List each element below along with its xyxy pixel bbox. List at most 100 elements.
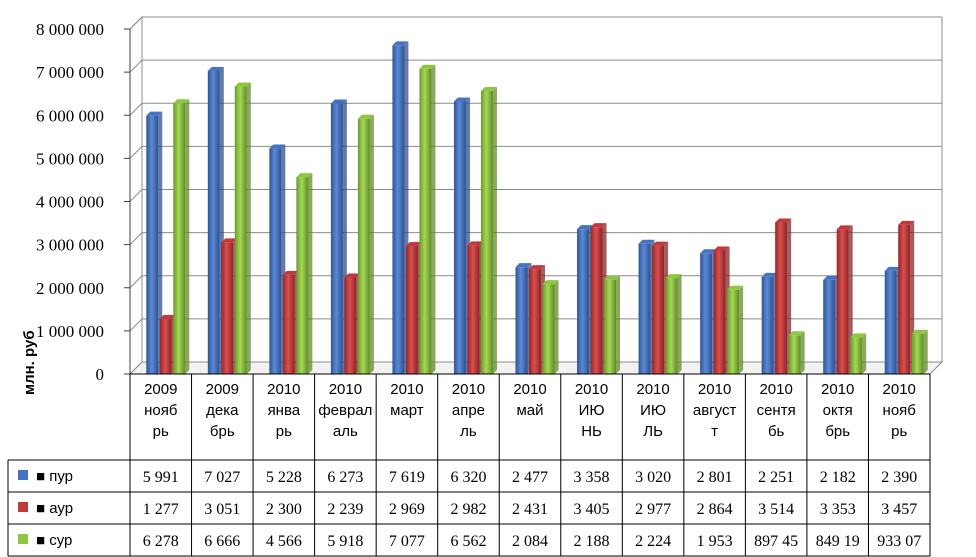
table-cell: 5 918: [327, 533, 363, 550]
table-cell: 1 953: [697, 533, 733, 550]
table-cell: 3 353: [820, 501, 856, 518]
table-cell: 2 801: [697, 469, 733, 486]
bar-top: [344, 273, 361, 278]
bar: [604, 275, 621, 374]
bar-top: [823, 275, 840, 280]
bar-top: [173, 99, 190, 104]
table-cell: 2 239: [327, 501, 363, 518]
bar-top: [577, 225, 594, 230]
bar-front: [836, 229, 849, 374]
table-cell: 2 188: [574, 533, 610, 550]
table-cell: 3 405: [574, 501, 610, 518]
y-tick-label: 4 000 000: [36, 193, 104, 212]
table-cell: 7 077: [389, 533, 425, 550]
bar: [911, 329, 928, 374]
bar-top: [638, 239, 655, 244]
bar-front: [761, 276, 774, 374]
category-label: 2010: [821, 381, 854, 398]
bar: [542, 280, 559, 374]
category-label: 2010: [575, 381, 608, 398]
bar-top: [330, 99, 347, 104]
y-axis-ticks: 0 1 000 000 2 000 000 3 000 000 4 000 000 5 0…: [36, 20, 131, 384]
bar-front: [480, 91, 493, 375]
table-cell: 2 300: [266, 501, 302, 518]
bars: [146, 41, 928, 375]
bar-side: [739, 285, 744, 374]
category-label: нояб: [883, 402, 916, 419]
category-label: т: [711, 423, 718, 440]
bar-front: [296, 177, 309, 374]
table-cell: 2 864: [697, 501, 733, 518]
bar-side: [158, 111, 163, 374]
bar-top: [419, 64, 436, 69]
bar-front: [884, 270, 897, 374]
table-cell: 5 991: [143, 469, 179, 486]
category-label: брь: [825, 423, 850, 440]
table-cell: 1 277: [143, 501, 179, 518]
table-cell: 3 358: [574, 469, 610, 486]
bar: [480, 87, 497, 375]
table-cell: 3 457: [881, 501, 917, 518]
bar-front: [713, 250, 726, 374]
bar-front: [590, 227, 603, 374]
category-label: май: [516, 402, 543, 419]
bar-front: [652, 245, 665, 374]
bar-front: [269, 148, 282, 374]
category-label: дека: [206, 402, 239, 419]
bar-top: [269, 144, 286, 149]
bar-front: [542, 284, 555, 374]
bar-front: [282, 274, 295, 374]
category-label: нояб: [144, 402, 177, 419]
bar-side: [492, 87, 497, 375]
bar-front: [344, 277, 357, 374]
category-label: 2010: [636, 381, 669, 398]
category-label: 2010: [452, 381, 485, 398]
bar-top: [467, 241, 484, 246]
bar-top: [159, 314, 176, 319]
bar: [727, 285, 744, 374]
bar-front: [467, 245, 480, 374]
bar-top: [453, 97, 470, 102]
bar-side: [185, 99, 190, 374]
table-cell: 897 45: [754, 533, 798, 550]
table-cell: 2 982: [450, 501, 486, 518]
table-cell: 3 051: [204, 501, 240, 518]
bar-front: [159, 318, 172, 374]
category-label: рь: [153, 423, 169, 440]
table-cell: 2 182: [820, 469, 856, 486]
bar-front: [638, 243, 651, 374]
y-tick-label: 7 000 000: [36, 63, 104, 82]
category-label: 2009: [206, 381, 239, 398]
bar-front: [823, 279, 836, 374]
table-cell: 7 619: [389, 469, 425, 486]
bar: [419, 64, 436, 374]
bar-top: [788, 331, 805, 336]
bar-top: [207, 66, 224, 71]
data-table: 2009 нояб рь 2009 дека брь 2010 янва рь 2010 февра…: [7, 373, 931, 557]
bar-top: [590, 223, 607, 228]
gridline-diagonal: [129, 318, 143, 332]
table-cell: 3 514: [758, 501, 794, 518]
category-label: янва: [268, 402, 301, 419]
bar-top: [515, 263, 532, 268]
bar-front: [221, 242, 234, 374]
bar: [146, 111, 163, 374]
category-label: 2010: [698, 381, 731, 398]
y-tick-label: 8 000 000: [36, 20, 104, 39]
bar-front: [234, 86, 247, 374]
category-label: 2010: [390, 381, 423, 398]
bar: [898, 220, 915, 374]
gridline-diagonal: [129, 102, 143, 116]
bar-top: [700, 249, 717, 254]
y-tick-label: 2 000 000: [36, 279, 104, 298]
category-label: НЬ: [581, 423, 602, 440]
bar: [173, 99, 190, 374]
y-axis-label: млн. руб: [21, 330, 38, 395]
bar-front: [146, 115, 159, 374]
table-cell: 6 562: [450, 533, 486, 550]
category-label: ль: [460, 423, 477, 440]
bar: [357, 114, 374, 374]
category-label: 2010: [759, 381, 792, 398]
bar-front: [850, 337, 863, 374]
